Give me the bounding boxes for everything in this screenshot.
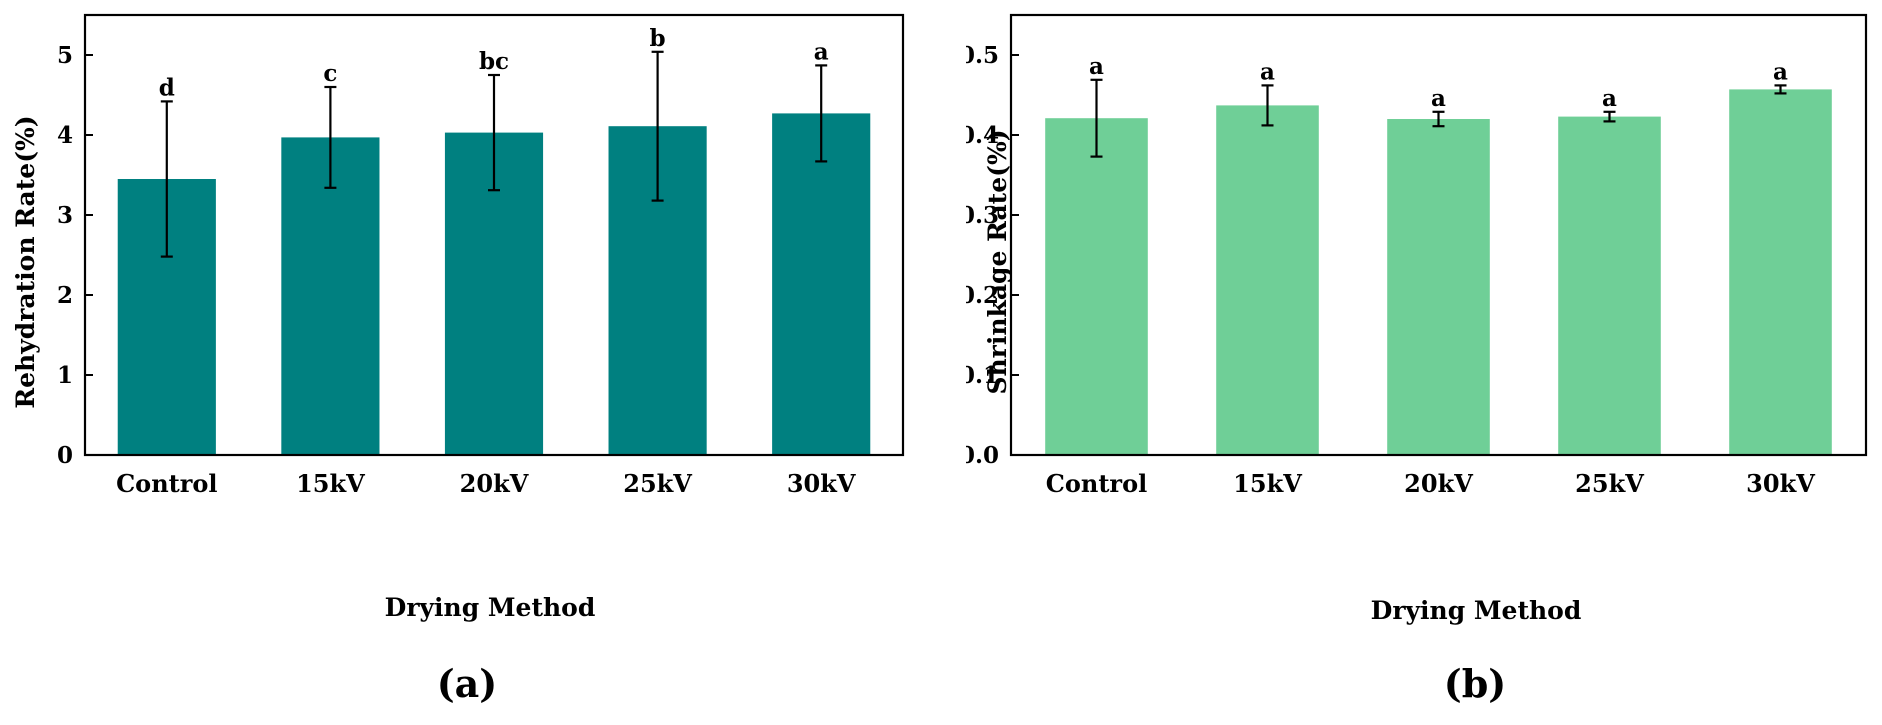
x-tick-label: 25kV — [1575, 469, 1644, 498]
x-tick-label: 30kV — [787, 469, 856, 498]
bar-15kv — [1216, 105, 1319, 456]
panel-label: (b) — [1444, 661, 1507, 706]
y-axis-title: Shrinkage Rate(%) — [983, 129, 1012, 394]
plot-frame — [83, 13, 905, 457]
rehydration-chart: Rehydration Rate(%) Drying Method (a) d C… — [11, 13, 905, 706]
significance-label: a — [1089, 53, 1104, 80]
panel-label: (a) — [437, 661, 498, 706]
bar-15kv — [281, 137, 380, 455]
plot-frame — [1009, 13, 1868, 457]
x-tick-label: 15kV — [1233, 469, 1302, 498]
y-tick-label: 2 — [57, 282, 73, 309]
chart-panel-b: Shrinkage Rate(%) Drying Method (b) a Con… — [966, 0, 1882, 725]
x-axis-title: Drying Method — [385, 593, 596, 622]
significance-label: a — [1431, 85, 1446, 112]
bar-control — [1045, 118, 1148, 455]
bar-25kv — [1558, 116, 1661, 455]
y-tick-label: 3 — [57, 202, 73, 229]
y-tick-label: 0.4 — [966, 122, 999, 149]
x-tick-label: 20kV — [1404, 469, 1473, 498]
x-tick-label: Control — [116, 469, 217, 498]
significance-label: a — [814, 38, 829, 65]
y-tick-label: 1 — [57, 362, 73, 389]
x-tick-label: 30kV — [1746, 469, 1815, 498]
y-tick-label: 4 — [57, 122, 73, 149]
significance-label: c — [323, 60, 337, 87]
chart-panel-a: Rehydration Rate(%) Drying Method (a) d C… — [11, 13, 905, 706]
x-tick-label: 20kV — [460, 469, 529, 498]
x-tick-label: 25kV — [623, 469, 692, 498]
y-tick-label: 0 — [57, 442, 73, 469]
significance-label: b — [650, 25, 666, 52]
y-tick-label: 0.0 — [966, 442, 999, 469]
y-tick-label: 0.5 — [966, 42, 999, 69]
bar-30kv — [772, 113, 871, 456]
bar-20kv — [1387, 119, 1490, 455]
significance-label: a — [1773, 58, 1788, 85]
x-tick-label: Control — [1046, 469, 1147, 498]
y-tick-label: 0.2 — [966, 282, 999, 309]
significance-label: a — [1260, 58, 1275, 85]
y-tick-label: 0.1 — [966, 362, 999, 389]
y-tick-label: 5 — [57, 42, 73, 69]
significance-label: d — [159, 74, 175, 101]
y-tick-label: 0.3 — [966, 202, 999, 229]
bar-30kv — [1729, 89, 1832, 456]
x-axis-title: Drying Method — [1371, 596, 1582, 625]
significance-label: bc — [479, 48, 509, 75]
significance-label: a — [1602, 85, 1617, 112]
shrinkage-chart: Shrinkage Rate(%) Drying Method (b) a Con… — [966, 13, 1868, 706]
y-axis-title: Rehydration Rate(%) — [11, 115, 40, 408]
x-tick-label: 15kV — [296, 469, 365, 498]
